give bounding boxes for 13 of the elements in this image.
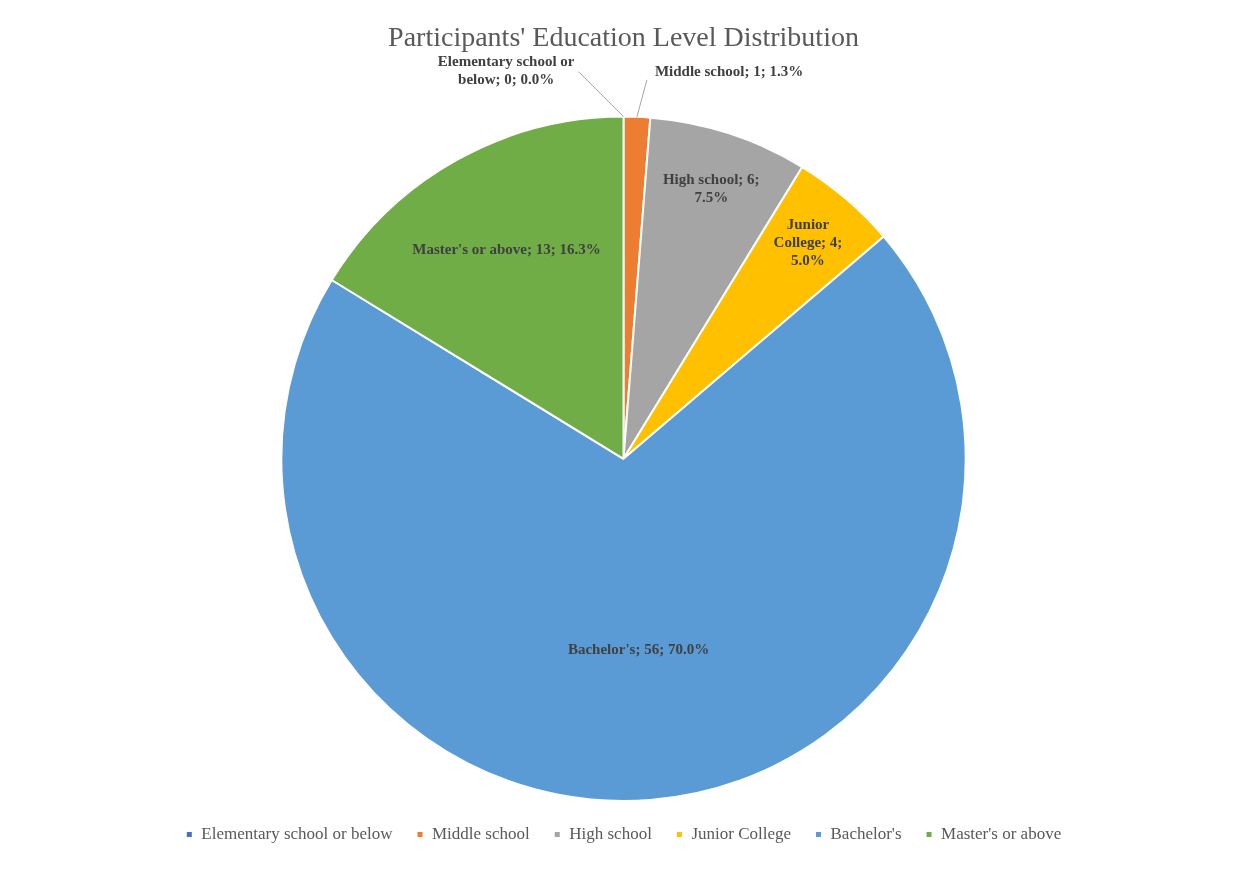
data-label: High school; 6; 7.5% — [662, 170, 760, 205]
chart-title: Participants' Education Level Distribution — [388, 21, 859, 53]
data-label: Bachelor's; 56; 70.0% — [567, 640, 710, 657]
legend-label: Elementary school or below — [201, 823, 394, 843]
text: Elementary school or below; 0; 0.0% — [437, 53, 575, 88]
legend-label: Bachelor's — [830, 823, 902, 843]
legend-label: Junior College — [691, 823, 792, 843]
data-label: Junior College; 4; 5.0% — [773, 215, 843, 268]
data-label: Master's or above; 13; 16.3% — [412, 240, 601, 257]
legend-label: Master's or above — [941, 823, 1062, 843]
legend-label: Middle school — [432, 823, 531, 843]
legend-label: High school — [569, 823, 653, 843]
data-label: Middle school; 1; 1.3% — [654, 62, 804, 79]
